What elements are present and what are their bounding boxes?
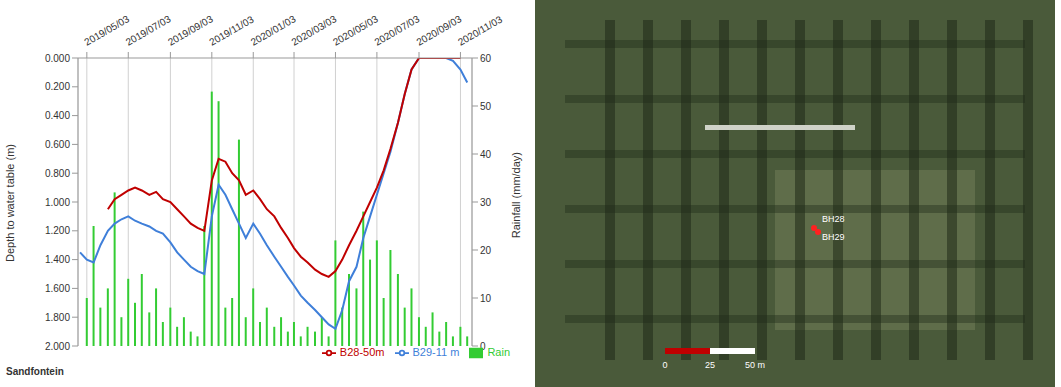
- svg-text:2019/07/03: 2019/07/03: [124, 13, 173, 48]
- svg-text:2020/05/03: 2020/05/03: [331, 13, 380, 48]
- svg-text:0.200: 0.200: [45, 81, 70, 92]
- svg-text:2020/09/03: 2020/09/03: [415, 13, 464, 48]
- svg-text:1.200: 1.200: [45, 225, 70, 236]
- svg-text:20: 20: [480, 245, 492, 256]
- svg-text:1.600: 1.600: [45, 283, 70, 294]
- svg-text:1.400: 1.400: [45, 254, 70, 265]
- svg-text:0: 0: [662, 360, 667, 370]
- html-text:Sandfontein: Sandfontein: [6, 366, 64, 377]
- html-text:B29-11 m: B29-11 m: [412, 346, 460, 358]
- svg-text:2020/01/03: 2020/01/03: [249, 13, 298, 48]
- svg-text:0.800: 0.800: [45, 168, 70, 179]
- svg-text:25: 25: [705, 360, 715, 370]
- svg-text:1.800: 1.800: [45, 312, 70, 323]
- svg-text:0.400: 0.400: [45, 110, 70, 121]
- svg-text:50 m: 50 m: [745, 360, 765, 370]
- svg-text:2020/11/03: 2020/11/03: [456, 13, 505, 47]
- html-text:B28-50m: B28-50m: [339, 346, 385, 358]
- svg-text:2020/03/03: 2020/03/03: [290, 13, 339, 48]
- svg-text:Rainfall (mm/day): Rainfall (mm/day): [510, 152, 522, 238]
- svg-text:50: 50: [480, 101, 492, 112]
- svg-text:30: 30: [480, 197, 492, 208]
- svg-text:2019/05/03: 2019/05/03: [82, 13, 131, 48]
- svg-text:2020/07/03: 2020/07/03: [372, 13, 421, 48]
- svg-text:10: 10: [480, 293, 492, 304]
- svg-text:BH29: BH29: [822, 232, 845, 242]
- html-text:Rain: Rain: [487, 346, 510, 358]
- svg-text:60: 60: [480, 53, 492, 64]
- svg-text:0: 0: [480, 341, 486, 352]
- svg-text:2019/11/03: 2019/11/03: [207, 13, 256, 47]
- svg-text:0.600: 0.600: [45, 139, 70, 150]
- svg-text:2019/09/03: 2019/09/03: [166, 13, 215, 48]
- svg-text:2.000: 2.000: [45, 341, 70, 352]
- svg-text:Depth to water table (m): Depth to water table (m): [4, 144, 16, 262]
- svg-text:40: 40: [480, 149, 492, 160]
- svg-text:BH28: BH28: [822, 214, 845, 224]
- svg-text:1.000: 1.000: [45, 197, 70, 208]
- svg-text:0.000: 0.000: [45, 53, 70, 64]
